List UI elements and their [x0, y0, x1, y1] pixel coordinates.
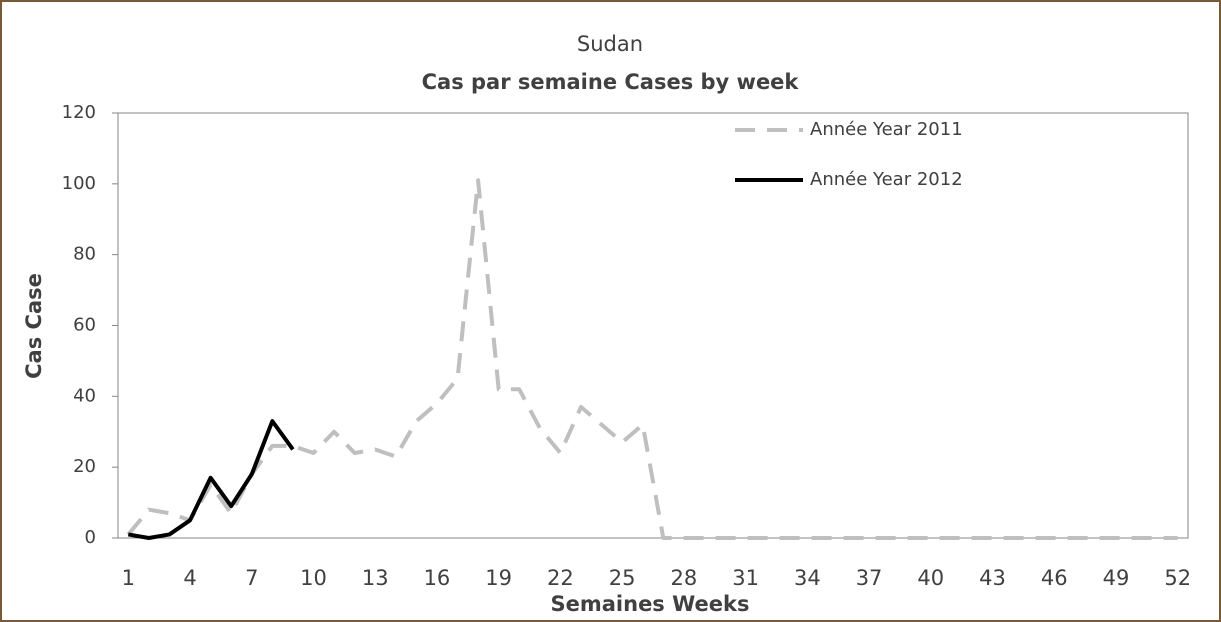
x-tick-label: 43 [979, 566, 1006, 590]
y-tick-label: 40 [73, 385, 96, 406]
x-tick-label: 4 [183, 566, 196, 590]
y-axis-label: Cas Case [22, 273, 46, 379]
x-tick-label: 22 [547, 566, 574, 590]
x-tick-label: 16 [424, 566, 451, 590]
legend-label: Année Year 2011 [810, 119, 963, 140]
y-tick-label: 60 [73, 315, 96, 336]
x-tick-label: 52 [1164, 566, 1191, 590]
series-line [127, 419, 295, 540]
x-tick-label: 40 [917, 566, 944, 590]
x-tick-label: 46 [1041, 566, 1068, 590]
chart-title: Sudan [577, 32, 643, 56]
x-tick-label: 25 [609, 566, 636, 590]
x-tick-label: 13 [362, 566, 389, 590]
x-tick-label: 1 [122, 566, 135, 590]
y-tick-label: 120 [62, 102, 96, 123]
x-tick-label: 28 [670, 566, 697, 590]
series-line [126, 178, 1178, 540]
y-tick-label: 80 [73, 244, 96, 265]
y-tick-label: 20 [73, 456, 96, 477]
y-tick-label: 0 [85, 527, 96, 548]
x-tick-label: 7 [245, 566, 258, 590]
legend-label: Année Year 2012 [810, 169, 963, 190]
x-tick-label: 34 [794, 566, 821, 590]
x-tick-label: 31 [732, 566, 759, 590]
y-tick-label: 100 [62, 173, 96, 194]
x-tick-label: 37 [856, 566, 883, 590]
chart-subtitle: Cas par semaine Cases by week [422, 70, 800, 94]
x-axis-label: Semaines Weeks [551, 592, 750, 616]
x-tick-label: 10 [300, 566, 327, 590]
x-tick-label: 49 [1103, 566, 1130, 590]
x-tick-label: 19 [485, 566, 512, 590]
